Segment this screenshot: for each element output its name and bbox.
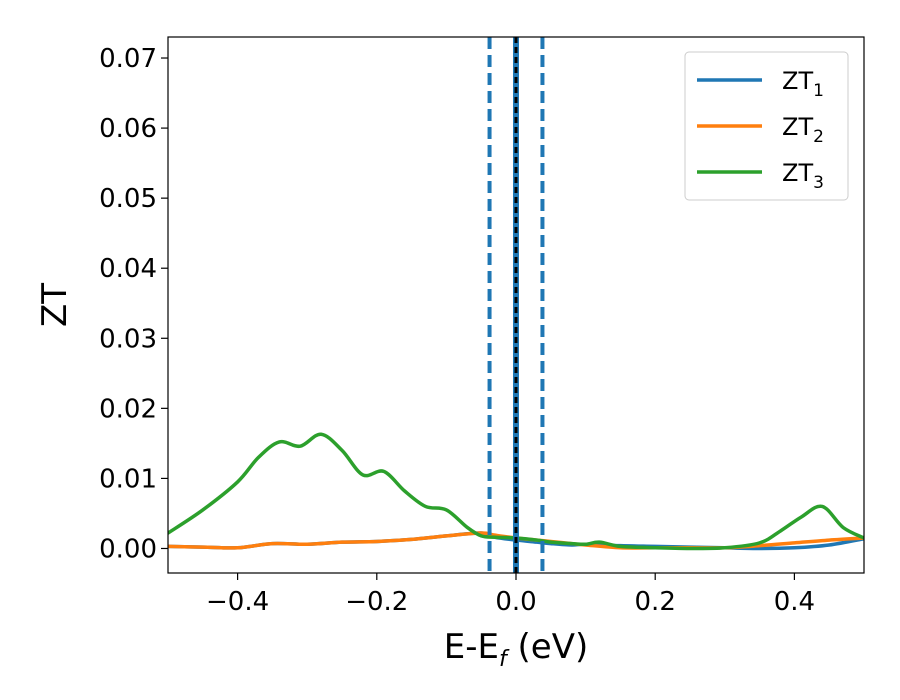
y-tick-label: 0.07 — [99, 44, 157, 74]
series-line-zt3 — [168, 432, 864, 551]
vline-layer — [487, 37, 545, 573]
x-axis: −0.4 −0.2 0.0 0.2 0.4 — [206, 573, 815, 617]
y-axis-title: ZT — [35, 283, 75, 327]
y-tick-label: 0.06 — [99, 114, 157, 144]
y-axis: 0.00 0.01 0.02 0.03 0.04 0.05 0.06 0.07 — [99, 44, 168, 564]
x-axis-title-suffix: (eV) — [507, 627, 589, 667]
legend-label-zt2: ZT2 — [782, 113, 824, 147]
y-tick-label: 0.05 — [99, 184, 157, 214]
legend-label-zt3: ZT3 — [782, 159, 824, 193]
x-axis-title-main: E-E — [444, 627, 499, 667]
x-tick-label: −0.4 — [206, 587, 269, 617]
x-axis-title-sub: f — [499, 647, 510, 672]
x-axis-title: E-Ef (eV) — [444, 627, 589, 672]
y-tick-label: 0.04 — [99, 254, 157, 284]
x-tick-label: −0.2 — [345, 587, 408, 617]
legend-frame — [684, 51, 849, 201]
y-tick-label: 0.00 — [99, 534, 157, 564]
y-tick-label: 0.01 — [99, 464, 157, 494]
y-tick-label: 0.03 — [99, 324, 157, 354]
x-tick-label: 0.4 — [774, 587, 815, 617]
legend-label-zt1: ZT1 — [782, 67, 824, 101]
y-tick-label: 0.02 — [99, 394, 157, 424]
series-layer — [168, 432, 864, 551]
x-tick-label: 0.0 — [495, 587, 536, 617]
legend: ZT1 ZT2 ZT3 — [684, 51, 849, 201]
x-tick-label: 0.2 — [635, 587, 676, 617]
